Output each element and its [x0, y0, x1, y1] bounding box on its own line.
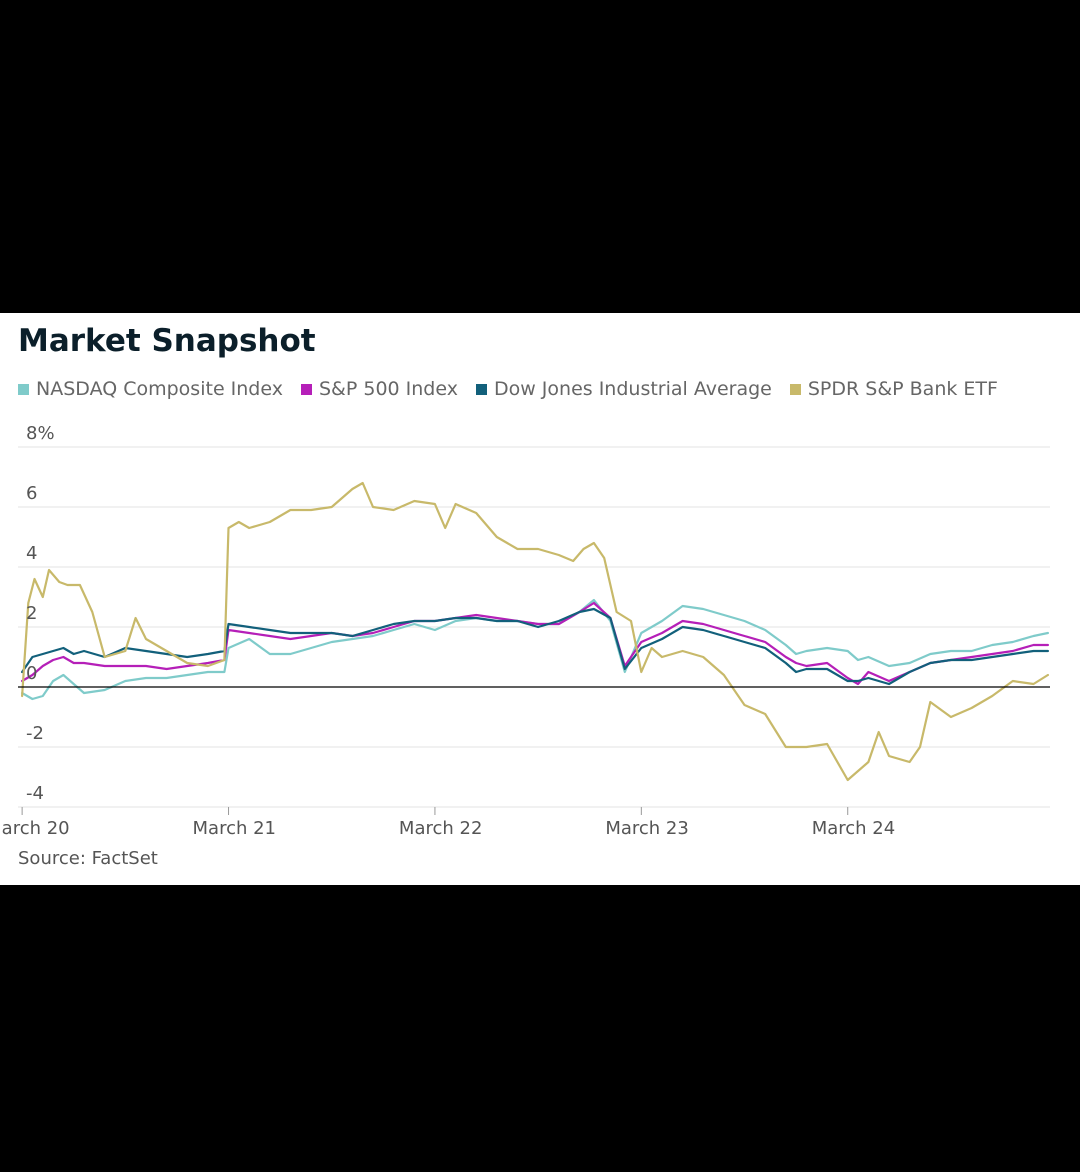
axis-layer: 8% 6 4 2 0 -2 -4 March 20 March 21 March 22 March … [0, 423, 1050, 839]
legend-label-dow: Dow Jones Industrial Average [493, 378, 772, 400]
x-tick-label: March 23 [605, 818, 689, 839]
legend-label-sp500: S&P 500 Index [318, 378, 458, 400]
series-layer [21, 481, 1050, 782]
y-tick-label: 2 [26, 603, 37, 624]
legend-item-nasdaq[interactable]: NASDAQ Composite Index [18, 378, 283, 400]
grid-layer [18, 446, 1050, 808]
source-note: Source: FactSet [18, 848, 158, 869]
y-tick-label: -2 [26, 723, 44, 744]
legend-label-nasdaq: NASDAQ Composite Index [36, 378, 283, 400]
legend-item-sp500[interactable]: S&P 500 Index [300, 378, 458, 400]
x-tick-label: March 24 [812, 818, 896, 839]
chart-title: Market Snapshot [18, 323, 316, 359]
x-tick-label: March 21 [193, 818, 277, 839]
legend-item-bank-etf[interactable]: SPDR S&P Bank ETF [789, 378, 998, 400]
y-tick-label: 0 [26, 663, 37, 684]
legend: NASDAQ Composite Index S&P 500 Index Dow… [18, 377, 1016, 401]
legend-swatch-nasdaq [18, 383, 29, 395]
x-tick-label: March 20 [0, 818, 70, 839]
series-line-bank-etf [21, 481, 1050, 782]
chart-card: Market Snapshot NASDAQ Composite Index S… [0, 313, 1080, 885]
legend-swatch-bank-etf [789, 383, 801, 395]
series-line-nasdaq [21, 598, 1050, 701]
y-tick-label: 8% [26, 423, 55, 444]
legend-swatch-dow [475, 383, 487, 395]
y-tick-label: -4 [26, 783, 44, 804]
legend-item-dow[interactable]: Dow Jones Industrial Average [475, 378, 772, 400]
y-tick-label: 6 [26, 483, 37, 504]
series-line-dow [21, 607, 1050, 686]
legend-swatch-sp500 [300, 383, 312, 395]
y-tick-label: 4 [26, 543, 37, 564]
line-chart: 8% 6 4 2 0 -2 -4 March 20 March 21 March 22 March … [0, 423, 1050, 839]
series-line-sp500 [21, 601, 1050, 686]
x-tick-label: March 22 [399, 818, 483, 839]
legend-label-bank-etf: SPDR S&P Bank ETF [807, 378, 998, 400]
